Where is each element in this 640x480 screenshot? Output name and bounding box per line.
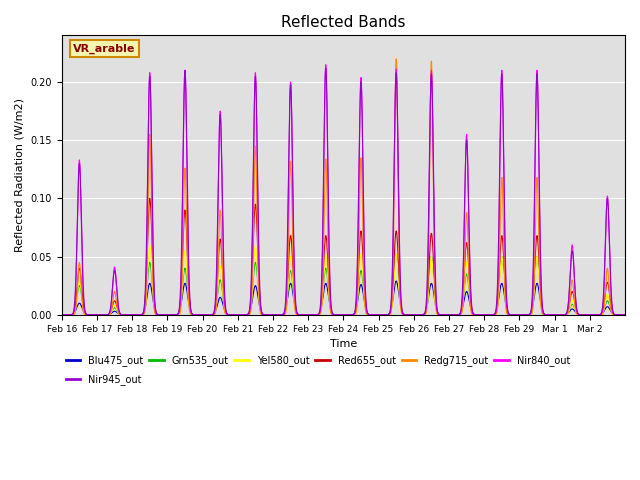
Redg715_out <box>392 56 400 62</box>
Red655_out <box>58 312 66 318</box>
Blu475_out <box>501 299 509 304</box>
Redg715_out <box>615 312 623 318</box>
Legend: Nir945_out: Nir945_out <box>62 371 145 389</box>
Nir840_out <box>535 175 543 181</box>
Grn535_out <box>392 252 400 257</box>
Blu475_out <box>621 312 629 318</box>
Blu475_out <box>615 312 623 318</box>
Grn535_out <box>501 290 509 296</box>
Text: VR_arable: VR_arable <box>73 44 136 54</box>
Line: Nir840_out: Nir840_out <box>62 65 625 315</box>
Nir840_out <box>501 264 509 269</box>
Nir945_out <box>173 312 181 317</box>
Line: Blu475_out: Blu475_out <box>62 281 625 315</box>
Nir840_out <box>615 312 623 318</box>
Yel580_out <box>146 242 154 248</box>
Nir840_out <box>322 62 330 68</box>
Grn535_out <box>416 312 424 318</box>
Red655_out <box>146 195 154 201</box>
Line: Redg715_out: Redg715_out <box>62 59 625 315</box>
Line: Red655_out: Red655_out <box>62 198 625 315</box>
Nir945_out <box>465 238 473 244</box>
Nir945_out <box>416 312 424 318</box>
Grn535_out <box>621 312 629 318</box>
Redg715_out <box>535 248 543 253</box>
Nir840_out <box>621 312 629 318</box>
Grn535_out <box>58 312 66 318</box>
Red655_out <box>465 277 473 283</box>
Grn535_out <box>173 312 181 317</box>
Nir840_out <box>416 312 424 318</box>
Blu475_out <box>465 299 473 304</box>
Red655_out <box>173 312 181 317</box>
Redg715_out <box>501 296 509 301</box>
Blu475_out <box>535 289 543 295</box>
Yel580_out <box>416 312 424 318</box>
Grn535_out <box>465 290 473 296</box>
Yel580_out <box>621 312 629 318</box>
Y-axis label: Reflected Radiation (W/m2): Reflected Radiation (W/m2) <box>15 98 25 252</box>
Grn535_out <box>535 271 543 277</box>
Nir945_out <box>58 312 66 318</box>
Redg715_out <box>58 312 66 318</box>
Blu475_out <box>173 312 181 317</box>
Nir945_out <box>535 164 543 169</box>
Line: Nir945_out: Nir945_out <box>62 68 625 315</box>
Redg715_out <box>173 312 181 318</box>
Yel580_out <box>501 299 509 304</box>
Redg715_out <box>621 312 629 318</box>
Red655_out <box>501 287 509 293</box>
X-axis label: Time: Time <box>330 339 357 349</box>
Yel580_out <box>173 312 181 318</box>
Nir945_out <box>621 312 629 318</box>
Red655_out <box>416 312 424 318</box>
Red655_out <box>615 312 623 318</box>
Redg715_out <box>465 285 473 291</box>
Red655_out <box>535 260 543 265</box>
Red655_out <box>621 312 629 318</box>
Yel580_out <box>58 312 66 318</box>
Yel580_out <box>615 312 623 318</box>
Nir840_out <box>465 247 473 252</box>
Nir945_out <box>501 250 509 256</box>
Nir945_out <box>615 312 623 318</box>
Blu475_out <box>416 312 424 318</box>
Redg715_out <box>416 312 424 318</box>
Grn535_out <box>615 312 623 318</box>
Line: Grn535_out: Grn535_out <box>62 254 625 315</box>
Title: Reflected Bands: Reflected Bands <box>281 15 406 30</box>
Blu475_out <box>58 312 66 318</box>
Line: Yel580_out: Yel580_out <box>62 245 625 315</box>
Nir945_out <box>322 65 330 71</box>
Yel580_out <box>535 277 543 283</box>
Blu475_out <box>392 278 400 284</box>
Yel580_out <box>465 291 473 297</box>
Nir840_out <box>58 312 66 318</box>
Nir840_out <box>173 312 181 318</box>
